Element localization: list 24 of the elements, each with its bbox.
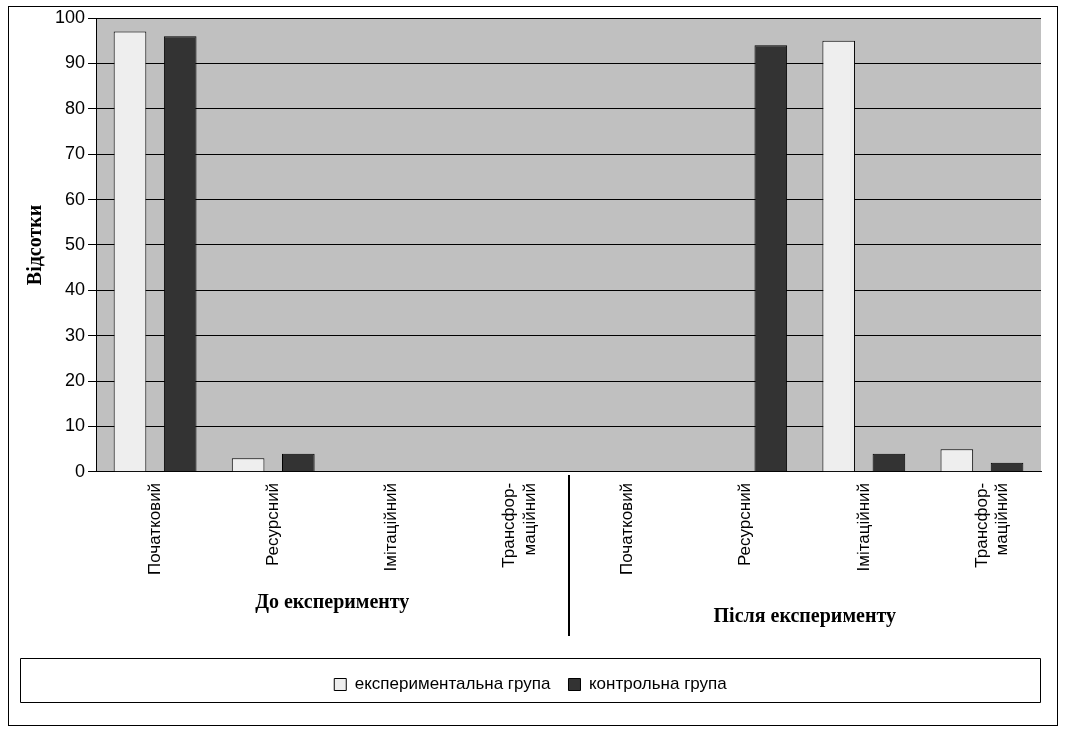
y-tick-label: 90 bbox=[65, 52, 86, 73]
text: Після експерименту bbox=[713, 604, 896, 628]
y-tick-label: 70 bbox=[65, 143, 86, 164]
x-tick-label: Початковий bbox=[617, 482, 637, 576]
text: До експерименту bbox=[255, 590, 410, 614]
y-tick-label: 100 bbox=[54, 6, 86, 27]
x-tick-label: Ресурсний bbox=[735, 482, 755, 567]
x-tick-label: Початковий bbox=[144, 482, 164, 576]
x-tick-label: Трансфор- маційний bbox=[499, 482, 539, 568]
y-tick-label: 30 bbox=[65, 324, 86, 345]
legend-label: експериментальна група bbox=[354, 674, 552, 694]
x-tick-label: Ресурсний bbox=[262, 482, 282, 567]
y-tick-label: 80 bbox=[65, 97, 86, 118]
y-tick-label: 20 bbox=[65, 370, 86, 391]
y-tick-label: 10 bbox=[65, 415, 86, 436]
y-tick-label: 40 bbox=[65, 279, 86, 300]
x-tick-label: Імітаційний bbox=[853, 482, 873, 572]
x-tick-label: Трансфор- маційний bbox=[971, 482, 1012, 568]
y-axis-title: Відсотки bbox=[23, 204, 46, 286]
y-tick-label: 50 bbox=[65, 233, 86, 254]
x-tick-label: Імітаційний bbox=[381, 482, 401, 572]
y-tick-label: 0 bbox=[75, 460, 86, 481]
y-tick-label: 60 bbox=[65, 188, 86, 209]
legend-label: контрольна група bbox=[588, 674, 728, 694]
